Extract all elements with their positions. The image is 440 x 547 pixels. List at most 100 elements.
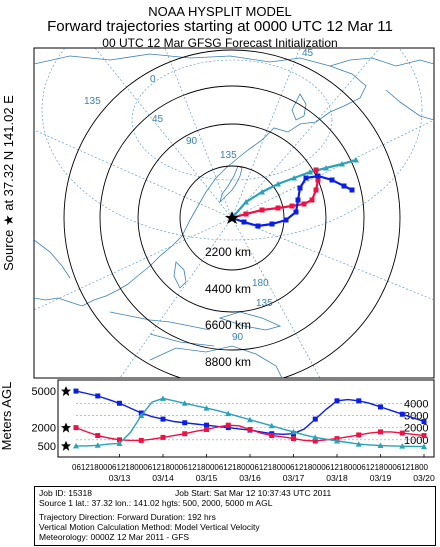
- grat-label-90: 90: [186, 136, 198, 147]
- profile-marker-teal: [247, 416, 253, 423]
- map-marker-teal: [307, 169, 313, 175]
- map-marker-teal: [259, 189, 265, 195]
- date-label: 03/15: [196, 473, 218, 483]
- left-tick-label: 5000: [32, 386, 56, 398]
- date-label: 03/18: [326, 473, 348, 483]
- profile-marker-blue: [204, 422, 209, 428]
- profile-marker-red: [95, 433, 101, 439]
- profile-marker-red: [73, 425, 79, 431]
- profile-marker-teal: [399, 443, 406, 449]
- grat-label-0: 0: [150, 74, 156, 85]
- grat-label-135: 135: [220, 150, 237, 161]
- profile-marker-red: [421, 433, 427, 439]
- map-marker-teal: [353, 157, 359, 163]
- grat-label-135-bottom: 135: [256, 298, 273, 309]
- grat-label-45: 45: [152, 114, 164, 125]
- map-marker-red: [313, 167, 319, 173]
- map-marker-blue: [269, 221, 275, 227]
- map-marker-blue: [283, 217, 289, 223]
- grat-label-135-left: 135: [84, 96, 101, 107]
- map-marker-red: [313, 187, 319, 193]
- profile-marker-teal: [160, 395, 166, 401]
- job-id: Job ID: 15318: [39, 488, 92, 498]
- profile-marker-red: [356, 432, 362, 438]
- ring-label-8800: 8800 km: [205, 355, 251, 369]
- grat-label-45-top: 45: [302, 48, 314, 59]
- grat-label-180: 180: [252, 278, 269, 289]
- date-label: 03/13: [109, 473, 131, 483]
- date-label: 03/20: [413, 473, 435, 483]
- profile-marker-blue: [356, 398, 362, 404]
- profile-marker-blue: [334, 398, 340, 404]
- date-label: 03/14: [152, 473, 174, 483]
- profile-marker-red: [225, 422, 231, 428]
- profile-marker-red: [247, 426, 253, 432]
- map-marker-blue: [255, 223, 261, 229]
- date-label: 03/16: [239, 473, 261, 483]
- map-marker-blue: [295, 197, 301, 203]
- map-marker-red: [275, 205, 281, 211]
- profile-marker-teal: [312, 434, 319, 440]
- india-coastline: [34, 239, 71, 279]
- ring-label-2200: 2200 km: [205, 245, 251, 259]
- profile-marker-red: [269, 433, 275, 439]
- run-info-box: Job ID: 15318 Job Start: Sat Mar 12 10:3…: [34, 486, 436, 546]
- profile-marker-red: [138, 437, 144, 443]
- vertical-motion: Vertical Motion Calculation Method: Mode…: [39, 522, 260, 532]
- profile-marker-teal: [334, 438, 340, 444]
- profile-marker-teal: [73, 442, 79, 449]
- source-star-icon: [225, 211, 239, 224]
- source-info: Source 1 lat.: 37.32 lon.: 141.02 hgts: …: [39, 498, 273, 508]
- profile-marker-red: [399, 430, 405, 436]
- job-start: Job Start: Sat Mar 12 10:37:43 UTC 2011: [175, 488, 332, 498]
- map-marker-teal: [275, 181, 281, 187]
- profile-marker-red: [312, 438, 318, 444]
- profile-marker-teal: [355, 441, 362, 447]
- map-marker-teal: [323, 165, 329, 171]
- profile-marker-red: [378, 429, 383, 435]
- profile-marker-teal: [268, 422, 275, 429]
- map-marker-teal: [243, 199, 249, 205]
- map-marker-red: [259, 207, 265, 213]
- profile-marker-teal: [181, 400, 188, 406]
- ring-4400: [137, 123, 327, 313]
- right-tick-label: 2000: [404, 423, 428, 435]
- profile-y-axis-title: Meters AGL: [0, 381, 14, 451]
- graticule: [34, 48, 434, 378]
- japan-coastline: [219, 165, 243, 204]
- profile-start-star-icon: [61, 422, 71, 433]
- profile-marker-blue: [421, 419, 427, 425]
- map-marker-red: [309, 197, 315, 203]
- profile-marker-red: [291, 436, 296, 442]
- asia-coastline: [34, 53, 367, 307]
- map-marker-red: [289, 203, 295, 209]
- profile-marker-teal: [138, 412, 145, 418]
- profile-marker-red: [117, 437, 122, 443]
- date-label: 03/19: [370, 473, 392, 483]
- map-marker-blue: [293, 209, 299, 215]
- run-title: Forward trajectories starting at 0000 UT…: [47, 18, 393, 35]
- map-marker-teal: [291, 175, 297, 181]
- profile-marker-blue: [73, 388, 79, 394]
- profile-marker-blue: [399, 411, 405, 417]
- profile-marker-blue: [378, 404, 383, 410]
- profile-marker-red: [160, 434, 166, 440]
- model-title: NOAA HYSPLIT MODEL: [148, 4, 292, 19]
- map-marker-red: [301, 201, 307, 207]
- profile-marker-blue: [160, 416, 166, 422]
- profile-marker-blue: [182, 420, 188, 426]
- map-marker-blue: [303, 175, 309, 181]
- date-label: 03/17: [283, 473, 305, 483]
- profile-marker-red: [204, 426, 209, 432]
- australia-coastline: [149, 345, 283, 378]
- map-marker-blue: [297, 185, 303, 191]
- vertical-profile-chart: 4000300020001000500020005000612180006121…: [32, 386, 435, 483]
- forecast-subtitle: 00 UTC 12 Mar GFSG Forecast Initializati…: [102, 36, 338, 50]
- profile-marker-blue: [95, 393, 101, 399]
- left-tick-label: 2000: [32, 423, 56, 435]
- philippines-coastline: [173, 261, 187, 289]
- profile-marker-blue: [312, 416, 318, 422]
- hour-tick-labels: 0612180006121800061218000612180006121800…: [72, 462, 428, 472]
- map-marker-blue: [315, 173, 321, 179]
